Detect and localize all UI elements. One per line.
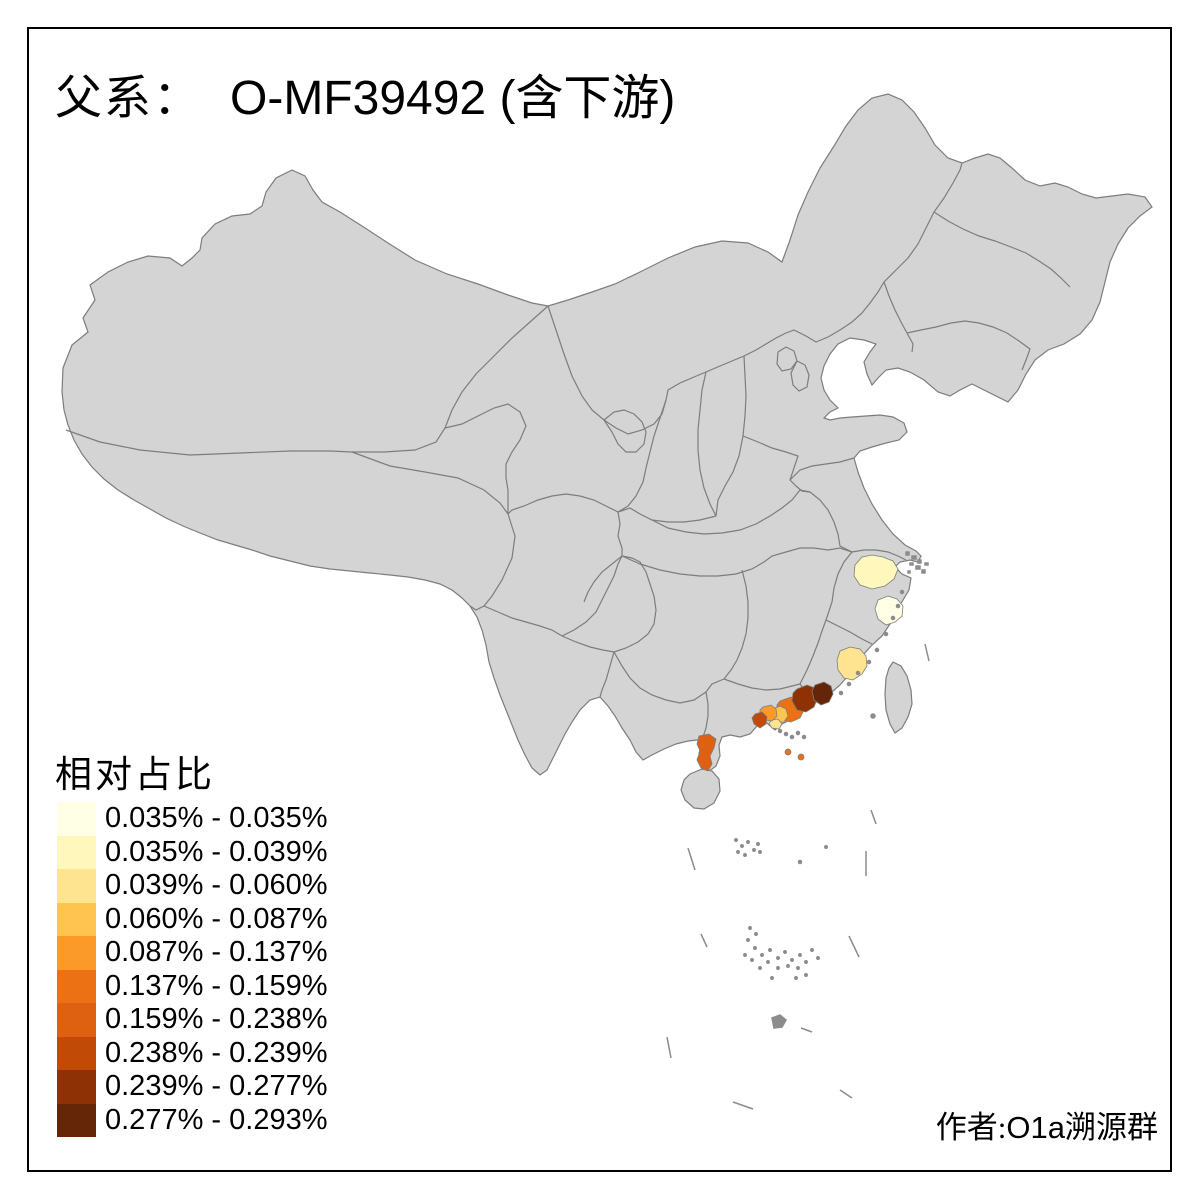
legend-row-5: 0.087% - 0.137% (57, 936, 327, 970)
boundary-dashes (666, 643, 930, 1110)
legend-row-10: 0.277% - 0.293% (57, 1103, 328, 1137)
legend-row-8: 0.238% - 0.239% (57, 1036, 328, 1070)
legend-swatch-7 (57, 1003, 96, 1037)
map-region-island-dot-2 (797, 753, 805, 761)
legend-row-4: 0.060% - 0.087% (57, 902, 328, 936)
map-region-leizhou-peninsula (696, 733, 717, 772)
legend-swatch-4 (57, 902, 96, 936)
legend-label-4: 0.060% - 0.087% (105, 902, 328, 935)
legend-label-1: 0.035% - 0.035% (105, 802, 328, 835)
legend-label-3: 0.039% - 0.060% (105, 869, 328, 902)
attribution-prefix: 作者: (935, 1110, 1007, 1145)
legend-row-6: 0.137% - 0.159% (57, 969, 328, 1003)
page-title: 父系： O-MF39492 (含下游) (55, 58, 675, 128)
islet-polygon (771, 1014, 787, 1029)
legend-row-9: 0.239% - 0.277% (57, 1070, 327, 1104)
legend-label-10: 0.277% - 0.293% (105, 1103, 328, 1136)
map-region-zhejiang-coastal (874, 595, 904, 626)
legend-label-6: 0.137% - 0.159% (105, 969, 328, 1002)
legend-title: 相对占比 (55, 755, 215, 796)
south-china-sea-islands (734, 838, 828, 1029)
mainland-outline (61, 93, 1153, 776)
legend-row-1: 0.035% - 0.035% (57, 802, 327, 836)
legend-swatch-3 (57, 869, 96, 903)
legend-swatch-5 (57, 936, 96, 970)
legend-label-8: 0.238% - 0.239% (105, 1036, 328, 1069)
legend-swatch-6 (57, 969, 96, 1003)
map-region-guangdong-southwest-dark (751, 711, 768, 729)
colored-regions (696, 554, 904, 772)
legend: 相对占比 0.035% - 0.035% 0.035% - 0.039% 0.039… (55, 744, 327, 1137)
legend-row-2: 0.035% - 0.039% (57, 835, 328, 869)
zhoushan-islands (905, 551, 929, 574)
legend-swatch-1 (57, 802, 96, 836)
map-region-zhejiang-inland (853, 554, 899, 590)
legend-row-3: 0.039% - 0.060% (57, 869, 327, 903)
taiwan-island (884, 661, 913, 734)
map-region-jieyang-dark (791, 684, 819, 713)
province-borders (65, 162, 1071, 738)
small-islands (666, 551, 930, 1110)
attribution: 作者:O1a溯源群 (936, 1102, 1158, 1147)
title-prefix: 父系： (55, 73, 202, 125)
coastal-islets (777, 589, 905, 740)
legend-swatch-9 (57, 1070, 96, 1104)
attribution-latin: O1a (1006, 1110, 1065, 1145)
attribution-suffix: 溯源群 (1065, 1110, 1158, 1145)
map-region-island-dot-1 (784, 748, 792, 756)
legend-rows: 0.035% - 0.035% 0.035% - 0.039% 0.039% - 0… (57, 802, 327, 1137)
legend-label-9: 0.239% - 0.277% (105, 1070, 328, 1103)
hainan-island (680, 768, 721, 810)
legend-row-7: 0.159% - 0.238% (57, 1003, 327, 1037)
legend-swatch-10 (57, 1103, 96, 1137)
map-region-fujian-coastal (836, 646, 868, 681)
legend-label-5: 0.087% - 0.137% (105, 936, 328, 969)
plot-frame (27, 27, 1172, 1172)
legend-swatch-2 (57, 835, 96, 869)
map-region-chaoshan-darkest (811, 681, 834, 706)
title-main: O-MF39492 (含下游) (230, 72, 676, 125)
legend-label-2: 0.035% - 0.039% (105, 835, 328, 868)
mainland-china-shape (61, 93, 1153, 810)
legend-swatch-8 (57, 1036, 96, 1070)
legend-label-7: 0.159% - 0.238% (105, 1003, 328, 1036)
